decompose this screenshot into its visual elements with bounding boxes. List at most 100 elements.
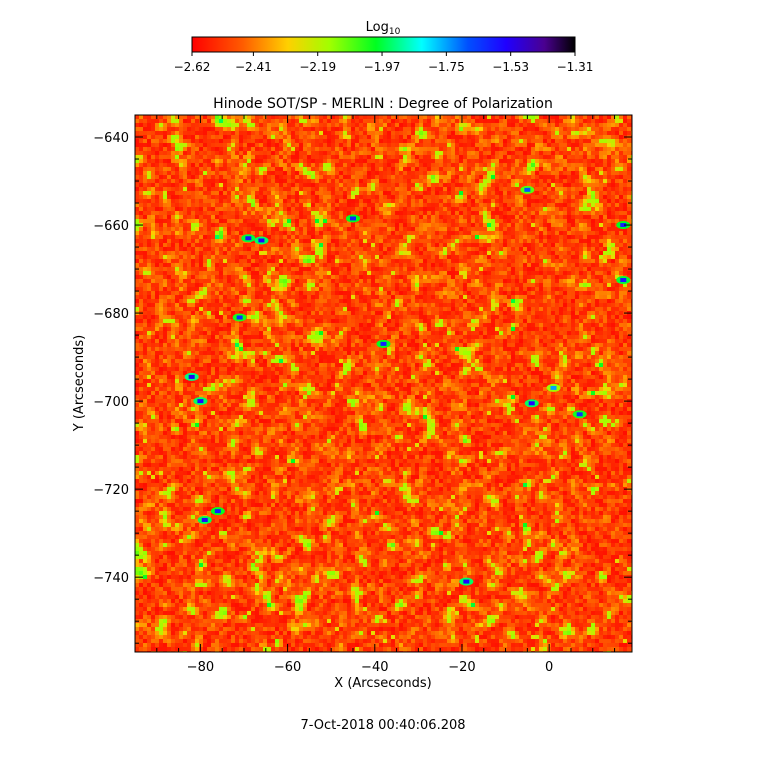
heatmap-cell <box>147 251 151 255</box>
heatmap-cell <box>191 247 195 251</box>
heatmap-cell <box>415 187 419 191</box>
heatmap-cell <box>419 191 423 195</box>
heatmap-cell <box>391 167 395 171</box>
heatmap-cell <box>619 207 623 211</box>
heatmap-cell <box>591 147 595 151</box>
heatmap-cell <box>563 203 567 207</box>
heatmap-cell <box>367 255 371 259</box>
chart-title: Hinode SOT/SP - MERLIN : Degree of Polar… <box>213 96 553 112</box>
heatmap-cell <box>303 155 307 159</box>
heatmap-cell <box>455 167 459 171</box>
heatmap-cell <box>595 183 599 187</box>
heatmap-cell <box>399 159 403 163</box>
heatmap-cell <box>411 227 415 231</box>
heatmap-cell <box>547 151 551 155</box>
heatmap-cell <box>595 251 599 255</box>
heatmap-cell <box>443 115 447 119</box>
heatmap-cell <box>307 127 311 131</box>
heatmap-cell <box>347 271 351 275</box>
heatmap-cell <box>515 199 519 203</box>
heatmap-cell <box>331 263 335 267</box>
heatmap-cell <box>259 215 263 219</box>
heatmap-cell <box>407 119 411 123</box>
heatmap-cell <box>259 199 263 203</box>
heatmap-cell <box>351 163 355 167</box>
heatmap-cell <box>467 139 471 143</box>
heatmap-cell <box>555 147 559 151</box>
heatmap-cell <box>303 139 307 143</box>
heatmap-cell <box>487 199 491 203</box>
heatmap-cell <box>207 127 211 131</box>
heatmap-cell <box>343 251 347 255</box>
heatmap-cell <box>595 187 599 191</box>
heatmap-cell <box>291 187 295 191</box>
heatmap-cell <box>507 271 511 275</box>
heatmap-cell <box>611 163 615 167</box>
heatmap-cell <box>139 143 143 147</box>
heatmap-cell <box>251 131 255 135</box>
heatmap-cell <box>339 227 343 231</box>
heatmap-cell <box>191 167 195 171</box>
heatmap-cell <box>575 171 579 175</box>
heatmap-cell <box>191 271 195 275</box>
heatmap-cell <box>199 143 203 147</box>
heatmap-cell <box>403 203 407 207</box>
heatmap-cell <box>279 215 283 219</box>
heatmap-cell <box>383 235 387 239</box>
heatmap-cell <box>499 199 503 203</box>
heatmap-cell <box>447 127 451 131</box>
heatmap-cell <box>179 239 183 243</box>
heatmap-cell <box>379 207 383 211</box>
heatmap-cell <box>539 183 543 187</box>
heatmap-cell <box>579 131 583 135</box>
heatmap-cell <box>135 271 139 275</box>
heatmap-cell <box>251 207 255 211</box>
heatmap-cell <box>351 259 355 263</box>
heatmap-cell <box>463 171 467 175</box>
heatmap-cell <box>579 235 583 239</box>
heatmap-cell <box>407 147 411 151</box>
heatmap-cell <box>615 255 619 259</box>
heatmap-cell <box>555 119 559 123</box>
heatmap-cell <box>239 187 243 191</box>
heatmap-cell <box>199 251 203 255</box>
heatmap-cell <box>527 215 531 219</box>
heatmap-cell <box>315 155 319 159</box>
heatmap-cell <box>299 271 303 275</box>
heatmap-cell <box>527 159 531 163</box>
heatmap-cell <box>483 139 487 143</box>
heatmap-cell <box>427 139 431 143</box>
heatmap-cell <box>463 255 467 259</box>
heatmap-cell <box>355 139 359 143</box>
heatmap-cell <box>159 255 163 259</box>
heatmap-cell <box>219 155 223 159</box>
heatmap-cell <box>223 119 227 123</box>
heatmap-cell <box>599 151 603 155</box>
heatmap-cell <box>271 255 275 259</box>
heatmap-cell <box>367 219 371 223</box>
heatmap-cell <box>171 247 175 251</box>
heatmap-cell <box>287 239 291 243</box>
heatmap-cell <box>399 243 403 247</box>
heatmap-cell <box>447 163 451 167</box>
heatmap-cell <box>291 243 295 247</box>
heatmap-cell <box>523 199 527 203</box>
heatmap-cell <box>163 251 167 255</box>
heatmap-cell <box>191 127 195 131</box>
heatmap-cell <box>591 255 595 259</box>
heatmap-cell <box>495 259 499 263</box>
heatmap-cell <box>315 195 319 199</box>
heatmap-cell <box>159 195 163 199</box>
heatmap-cell <box>167 267 171 271</box>
heatmap-cell <box>579 207 583 211</box>
heatmap-cell <box>375 227 379 231</box>
heatmap-cell <box>247 159 251 163</box>
heatmap-cell <box>595 151 599 155</box>
heatmap-cell <box>447 151 451 155</box>
heatmap-cell <box>135 231 139 235</box>
heatmap-cell <box>215 235 219 239</box>
heatmap-cell <box>195 231 199 235</box>
heatmap-cell <box>183 139 187 143</box>
heatmap-cell <box>207 267 211 271</box>
heatmap-cell <box>575 191 579 195</box>
